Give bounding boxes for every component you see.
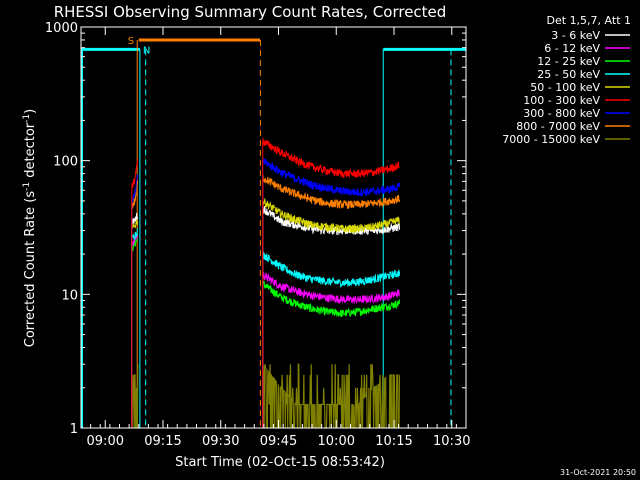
legend-label-6: 300 - 800 keV: [523, 107, 600, 120]
legend-label-5: 100 - 300 keV: [523, 94, 600, 107]
legend-header: Det 1,5,7, Att 1: [547, 14, 631, 27]
series-line-3-seg1: [131, 228, 139, 241]
series-line-6-seg2: [262, 158, 401, 197]
x-axis-label: Start Time (02-Oct-15 08:53:42): [175, 455, 385, 470]
series-line-1-seg2: [262, 272, 400, 305]
chart-title: RHESSI Observing Summary Count Rates, Co…: [54, 3, 447, 21]
series-line-4-seg1: [131, 219, 139, 230]
legend-label-4: 50 - 100 keV: [530, 81, 600, 94]
x-tick-label-0: 09:00: [87, 434, 124, 449]
series-line-8-seg1: [131, 364, 139, 429]
x-tick-label-1: 09:15: [144, 434, 181, 449]
axis-ticks: 09:00 09:15 09:30 09:45 10:00 10:15 10:30 1 10 10…: [45, 21, 471, 449]
series-layer: [131, 137, 401, 429]
series-line-7-seg1: [131, 180, 139, 209]
x-tick-label-3: 09:45: [260, 434, 297, 449]
series-line-2-seg2: [262, 280, 401, 317]
series-line-4-seg2: [262, 198, 400, 234]
y-tick-label-2: 100: [53, 155, 78, 170]
y-axis-label-end: ): [23, 109, 38, 114]
y-tick-label-0: 1: [70, 422, 78, 437]
series-line-6-seg1: [131, 174, 139, 203]
x-tick-label-2: 09:30: [202, 434, 239, 449]
flag-s-label: S: [128, 36, 134, 47]
x-tick-label-5: 10:15: [375, 434, 412, 449]
x-tick-label-6: 10:30: [433, 434, 470, 449]
y-axis-label-main: Corrected Count Rate (s: [23, 191, 38, 348]
legend-label-1: 6 - 12 keV: [544, 42, 600, 55]
legend-label-3: 25 - 50 keV: [537, 68, 600, 81]
series-line-5-seg2: [262, 137, 400, 179]
y-axis-label-sup1: -1: [22, 182, 32, 191]
flag-n-label: N: [143, 45, 150, 56]
legend-label-0: 3 - 6 keV: [551, 29, 600, 42]
series-line-5-seg1: [131, 158, 139, 188]
y-tick-label-3: 1000: [45, 21, 78, 36]
series-line-0-seg1: [131, 212, 139, 228]
y-axis-label: Corrected Count Rate (s-1 detector-1): [22, 109, 38, 347]
series-line-8-seg2: [262, 363, 401, 429]
y-axis-label-mid: detector: [23, 122, 38, 182]
timestamp-label: 31-Oct-2021 20:50: [560, 468, 636, 477]
y-axis-label-sup2: -1: [22, 114, 32, 123]
legend-label-8: 7000 - 15000 keV: [502, 133, 600, 146]
y-tick-label-1: 10: [61, 288, 78, 303]
legend-label-7: 800 - 7000 keV: [516, 120, 600, 133]
series-line-7-seg2: [262, 174, 401, 209]
series-line-2-seg1: [131, 237, 139, 252]
series-line-3-seg2: [262, 251, 401, 288]
x-tick-label-4: 10:00: [318, 434, 355, 449]
legend-label-2: 12 - 25 keV: [537, 55, 600, 68]
annotation-layer: SN: [81, 36, 466, 428]
